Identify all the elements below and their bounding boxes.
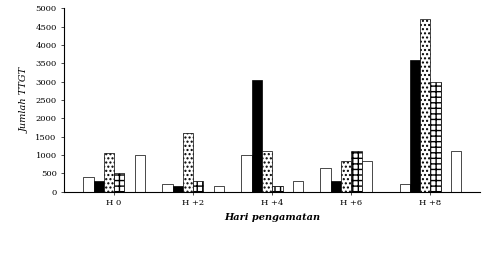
Bar <box>420 19 431 192</box>
Bar <box>251 80 262 192</box>
Bar <box>351 152 362 192</box>
Bar <box>331 181 341 192</box>
Bar <box>362 161 372 192</box>
Bar <box>214 186 224 192</box>
Bar <box>83 177 94 192</box>
Bar <box>183 133 193 192</box>
Bar <box>94 181 104 192</box>
Bar <box>399 184 410 192</box>
Bar <box>193 181 203 192</box>
Bar <box>135 155 145 192</box>
Bar <box>104 153 114 192</box>
Bar <box>242 155 251 192</box>
Bar <box>451 152 461 192</box>
Y-axis label: Jumlah TTGT: Jumlah TTGT <box>21 67 30 133</box>
Bar <box>173 186 183 192</box>
Bar <box>341 161 351 192</box>
Bar <box>272 186 283 192</box>
Bar <box>162 184 173 192</box>
Bar <box>293 181 303 192</box>
Bar <box>114 173 124 192</box>
Bar <box>431 82 441 192</box>
Bar <box>410 60 420 192</box>
X-axis label: Hari pengamatan: Hari pengamatan <box>224 213 320 222</box>
Bar <box>320 168 331 192</box>
Bar <box>262 152 272 192</box>
